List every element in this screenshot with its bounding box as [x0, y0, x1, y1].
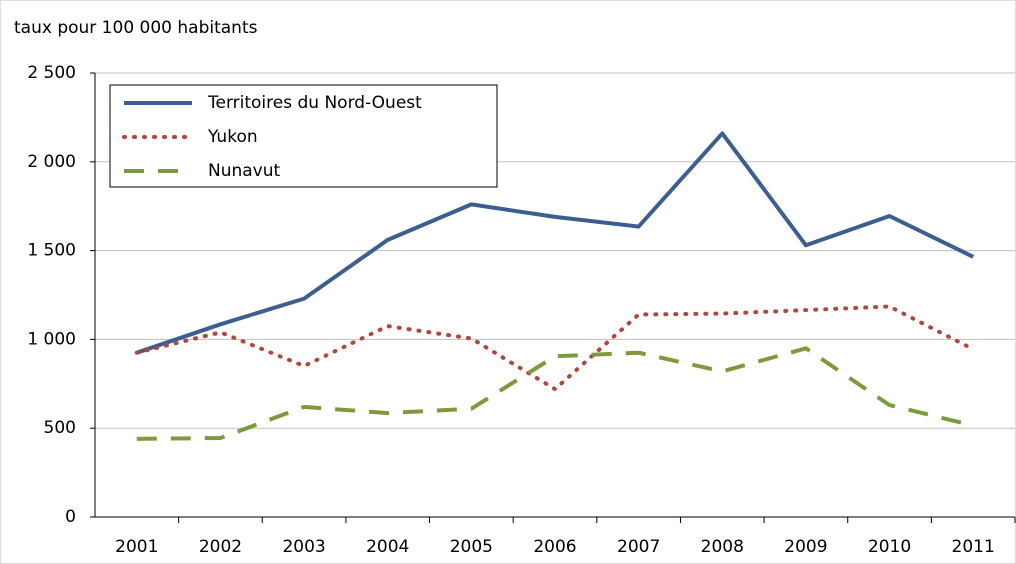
x-tick-label: 2001 — [115, 537, 158, 557]
x-tick-label: 2011 — [952, 537, 995, 557]
legend-label: Territoires du Nord-Ouest — [207, 93, 422, 113]
x-tick-label: 2010 — [868, 537, 911, 557]
x-tick-label: 2008 — [701, 537, 744, 557]
y-tick-label: 1 500 — [27, 241, 76, 261]
legend-label: Yukon — [207, 127, 258, 147]
x-tick-label: 2006 — [533, 537, 576, 557]
x-tick-label: 2005 — [450, 537, 493, 557]
series-line — [136, 346, 974, 441]
x-tick-label: 2002 — [199, 537, 242, 557]
x-tick-label: 2004 — [366, 537, 409, 557]
y-tick-label: 2 500 — [27, 63, 76, 83]
y-tick-label: 0 — [65, 507, 76, 527]
x-tick-label: 2003 — [282, 537, 325, 557]
legend-label: Nunavut — [208, 161, 281, 181]
y-tick-label: 500 — [44, 418, 76, 438]
y-tick-label: 1 000 — [27, 329, 76, 349]
y-tick-label: 2 000 — [27, 152, 76, 172]
y-axis-label: taux pour 100 000 habitants — [14, 18, 258, 38]
x-tick-label: 2007 — [617, 537, 660, 557]
series-line — [134, 304, 976, 392]
x-tick-label: 2009 — [784, 537, 827, 557]
series-line — [136, 131, 975, 355]
